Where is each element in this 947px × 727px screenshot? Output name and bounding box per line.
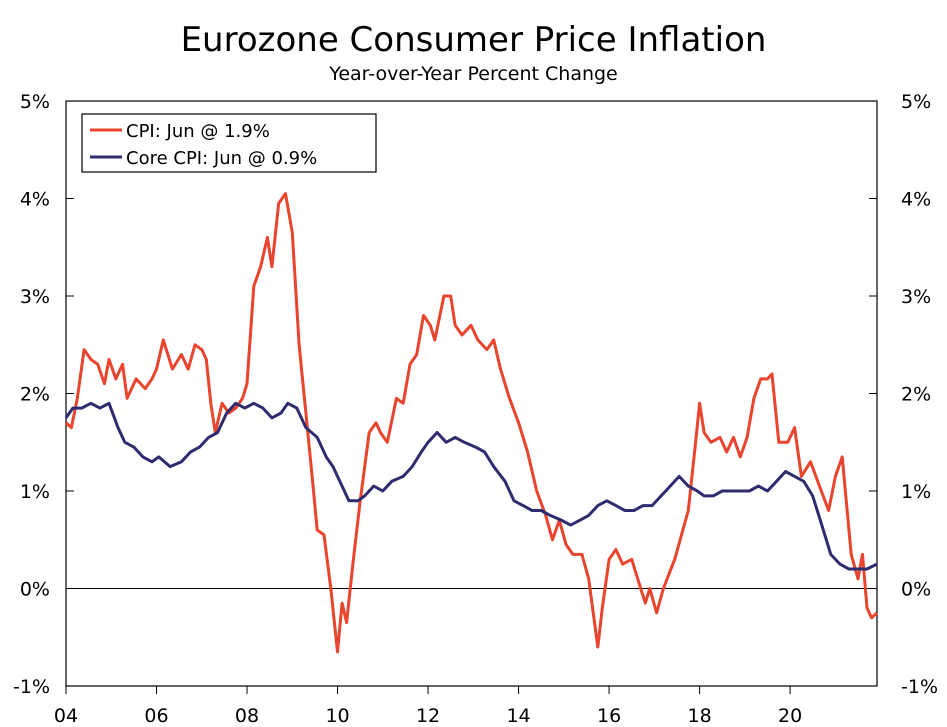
legend-label-core-cpi: Core CPI: Jun @ 0.9% (126, 148, 317, 169)
x-tick-label: 08 (235, 705, 259, 727)
y-tick-label-right: 1% (901, 481, 931, 503)
y-tick-label-right: 4% (901, 189, 931, 211)
axes-layer: -1% -1% 0% 0% 1% 1% 2% 2% 3% 3% 4% 4% 5% 5% 04 06 08 10 12… (13, 91, 938, 727)
y-tick-label-left: -1% (13, 676, 50, 698)
legend-label-cpi: CPI: Jun @ 1.9% (126, 121, 270, 142)
x-tick-label: 14 (506, 705, 530, 727)
x-tick-label: 12 (416, 705, 440, 727)
x-tick-label: 04 (54, 705, 78, 727)
x-tick-label: 06 (144, 705, 168, 727)
x-tick-label: 16 (597, 705, 621, 727)
series-line-cpi (65, 192, 879, 654)
x-tick-label: 18 (688, 705, 712, 727)
y-tick-label-right: 3% (901, 286, 931, 308)
y-tick-label-right: 2% (901, 384, 931, 406)
legend-box (81, 113, 377, 173)
y-tick-label-left: 1% (20, 481, 50, 503)
y-tick-label-left: 2% (20, 384, 50, 406)
y-tick-label-right: 5% (901, 91, 931, 113)
series-layer (64, 192, 879, 654)
chart-subtitle: Year-over-Year Percent Change (329, 63, 618, 85)
y-tick-label-right: -1% (901, 676, 938, 698)
y-tick-label-left: 5% (20, 91, 50, 113)
y-tick-label-left: 0% (20, 579, 50, 601)
series-line-core-cpi (64, 401, 878, 571)
x-tick-label: 10 (325, 705, 349, 727)
chart-title: Eurozone Consumer Price Inflation (180, 20, 767, 60)
y-tick-label-right: 0% (901, 579, 931, 601)
x-tick-label: 20 (778, 705, 802, 727)
y-tick-label-left: 4% (20, 189, 50, 211)
legend: CPI: Jun @ 1.9% Core CPI: Jun @ 0.9% (81, 113, 377, 173)
y-tick-label-left: 3% (20, 286, 50, 308)
